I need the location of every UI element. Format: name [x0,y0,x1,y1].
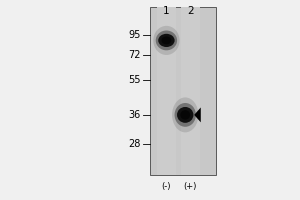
Bar [157,7,176,175]
Text: 36: 36 [129,110,141,120]
Text: (+): (+) [184,182,197,191]
Ellipse shape [158,34,175,47]
Polygon shape [194,107,201,122]
Bar [150,7,216,175]
Text: 72: 72 [128,50,141,60]
Bar [181,7,200,175]
Text: (-): (-) [162,182,171,191]
Text: 2: 2 [187,6,194,16]
Text: 1: 1 [163,6,170,16]
Text: 28: 28 [129,139,141,149]
Ellipse shape [175,103,196,127]
Ellipse shape [161,36,171,44]
Ellipse shape [180,110,190,120]
Text: 55: 55 [128,75,141,85]
Ellipse shape [177,107,194,123]
Ellipse shape [172,97,198,132]
Text: 95: 95 [129,30,141,40]
Ellipse shape [156,30,177,50]
Ellipse shape [153,26,180,55]
